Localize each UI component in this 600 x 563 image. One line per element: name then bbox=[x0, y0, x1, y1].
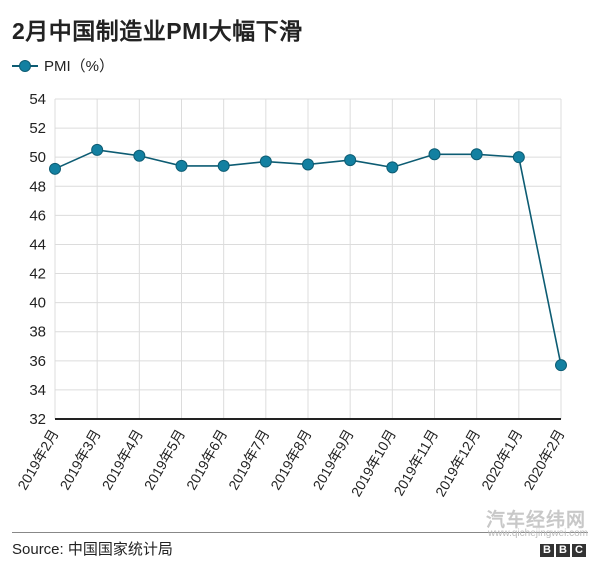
legend: PMI（%） bbox=[12, 55, 114, 76]
x-tick-label: 2019年9月 bbox=[309, 427, 356, 493]
data-point bbox=[217, 159, 230, 172]
y-tick-label: 54 bbox=[29, 91, 46, 108]
data-point bbox=[49, 162, 61, 175]
chart-title: 2月中国制造业PMI大幅下滑 bbox=[12, 18, 303, 44]
data-point bbox=[470, 148, 483, 161]
x-tick-label: 2019年6月 bbox=[183, 427, 230, 493]
x-tick-label: 2019年5月 bbox=[141, 427, 188, 493]
y-tick-label: 32 bbox=[29, 411, 46, 428]
x-tick-label: 2019年3月 bbox=[56, 427, 103, 493]
y-tick-label: 38 bbox=[29, 324, 46, 341]
y-tick-label: 44 bbox=[29, 236, 46, 253]
footer-divider bbox=[12, 532, 588, 533]
y-tick-label: 48 bbox=[29, 178, 46, 195]
y-tick-label: 50 bbox=[29, 149, 46, 166]
legend-label: PMI（%） bbox=[44, 58, 115, 75]
data-point bbox=[555, 359, 567, 372]
data-point bbox=[133, 149, 146, 162]
data-point bbox=[259, 155, 272, 168]
data-point bbox=[386, 161, 399, 174]
source-text: Source: 中国国家统计局 bbox=[12, 541, 173, 558]
x-tick-label: 2019年8月 bbox=[267, 427, 314, 493]
data-point bbox=[512, 151, 525, 164]
y-tick-label: 42 bbox=[29, 266, 46, 283]
watermark-name: 汽车经纬网 bbox=[485, 510, 586, 531]
y-tick-label: 52 bbox=[29, 120, 46, 137]
x-tick-label: 2020年2月 bbox=[520, 427, 567, 493]
y-tick-label: 36 bbox=[29, 353, 46, 370]
x-tick-label: 2019年4月 bbox=[99, 427, 146, 493]
y-tick-label: 46 bbox=[29, 207, 46, 224]
data-point bbox=[302, 158, 314, 171]
x-tick-label: 2020年1月 bbox=[478, 427, 525, 493]
bbc-logo: B B C bbox=[540, 544, 586, 557]
data-point bbox=[175, 159, 188, 172]
legend-marker-icon bbox=[12, 59, 38, 72]
data-point bbox=[428, 148, 441, 161]
gridlines bbox=[54, 98, 562, 419]
x-tick-label: 2019年7月 bbox=[225, 427, 272, 493]
data-point bbox=[344, 154, 357, 167]
y-tick-label: 40 bbox=[29, 295, 46, 312]
x-tick-label: 2019年12月 bbox=[432, 426, 483, 499]
watermark-url: www.qichejingwei.com bbox=[487, 528, 588, 539]
x-tick-label: 2019年2月 bbox=[14, 427, 61, 493]
y-tick-label: 34 bbox=[29, 382, 46, 399]
line-chart: 3234363840424446485052542019年2月2019年3月20… bbox=[14, 91, 567, 499]
data-point bbox=[91, 143, 104, 156]
